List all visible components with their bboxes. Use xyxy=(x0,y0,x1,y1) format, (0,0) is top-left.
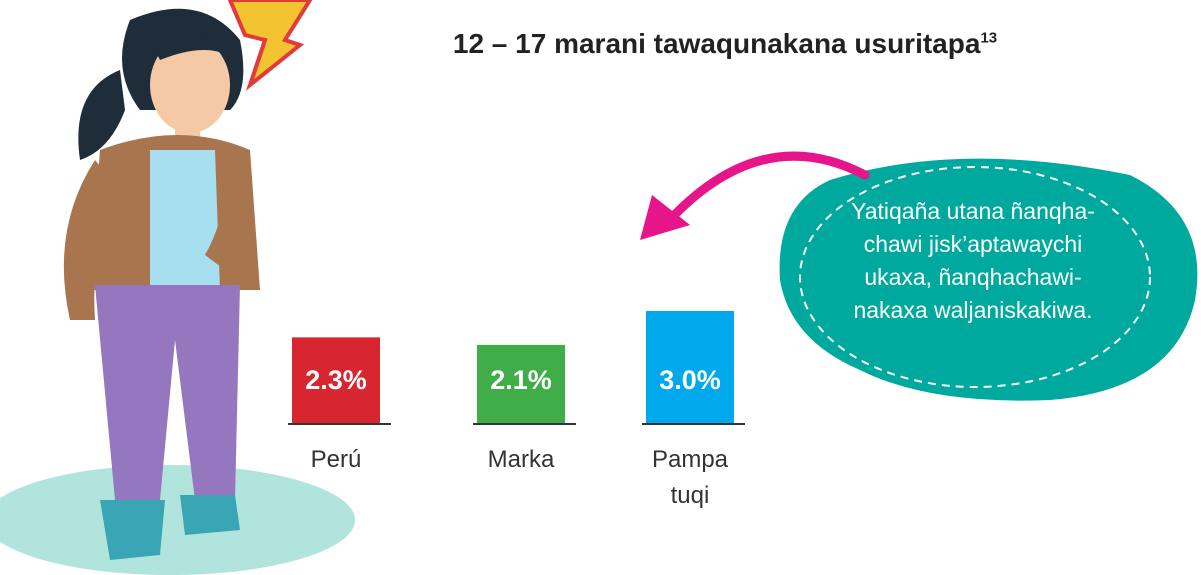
speech-bubble xyxy=(779,158,1198,401)
value-label: 3.0% xyxy=(659,365,721,395)
category-label: Marka xyxy=(487,446,555,473)
title-footnote: 13 xyxy=(980,29,998,47)
annotation: Yatiqaña utana ñanqha-chawi jisk’aptaway… xyxy=(808,195,1138,327)
girl-illustration xyxy=(63,0,313,560)
annotation-line: chawi jisk’aptawaychi xyxy=(863,231,1083,257)
bar xyxy=(477,344,565,424)
bar xyxy=(646,311,734,424)
floor-shadow xyxy=(0,465,355,575)
value-label: 2.3% xyxy=(305,365,367,395)
annotation-line: ukaxa, ñanqhachawi- xyxy=(864,264,1082,290)
title-text: 12 – 17 marani tawaqunakana usuritapa xyxy=(452,28,981,59)
bar xyxy=(292,337,380,424)
category-label: Pampa tuqi xyxy=(651,446,729,509)
annotation-line: nakaxa waljaniskakiwa. xyxy=(853,297,1093,323)
arrow-head xyxy=(640,195,690,240)
chart-title: 12 – 17 marani tawaqunakana usuritapa13 xyxy=(300,28,1150,60)
arrow xyxy=(660,151,870,230)
category-label: Perú xyxy=(310,446,362,473)
value-label: 2.1% xyxy=(490,365,552,395)
annotation-line: Yatiqaña utana ñanqha- xyxy=(851,198,1095,224)
bubble-border xyxy=(799,166,1151,388)
